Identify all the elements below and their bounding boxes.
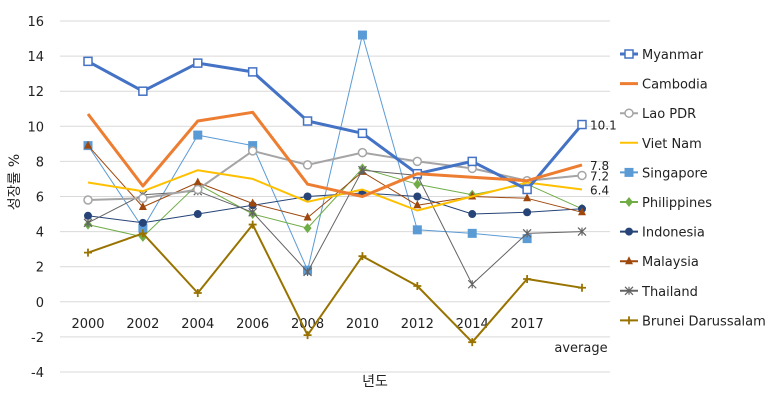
data-point xyxy=(139,194,147,202)
data-point xyxy=(413,226,421,234)
data-label: 7.2 xyxy=(590,169,609,183)
data-point xyxy=(625,168,633,176)
data-point xyxy=(413,193,421,201)
y-tick-label: 14 xyxy=(27,50,44,65)
data-point xyxy=(84,196,92,204)
data-point xyxy=(358,129,366,137)
data-point xyxy=(578,171,586,179)
data-labels: 10.17.87.26.4 xyxy=(590,119,617,198)
data-point xyxy=(194,131,202,139)
y-tick-label: 8 xyxy=(36,155,44,170)
data-point xyxy=(84,249,92,257)
legend-label: Indonesia xyxy=(642,226,705,241)
series-line xyxy=(88,35,527,270)
series-lines xyxy=(84,31,586,346)
x-tick-label: average xyxy=(554,341,607,356)
series-line xyxy=(88,146,582,218)
data-point xyxy=(249,68,257,76)
series-myanmar xyxy=(84,57,586,193)
data-point xyxy=(625,316,633,324)
data-point xyxy=(84,212,92,220)
data-point xyxy=(625,197,633,207)
y-tick-label: 16 xyxy=(27,15,44,30)
legend-label: Myanmar xyxy=(642,48,704,63)
legend-item: Singapore xyxy=(620,166,708,181)
data-point xyxy=(468,210,476,218)
series-singapore xyxy=(84,31,531,274)
data-point xyxy=(468,157,476,165)
legend: Myanmar Cambodia Lao PDR Viet Nam Singapore P… xyxy=(620,48,766,329)
y-tick-label: -4 xyxy=(31,366,44,381)
data-point xyxy=(413,200,421,208)
y-tick-label: 4 xyxy=(36,226,44,241)
data-point xyxy=(139,87,147,95)
series-line xyxy=(88,225,582,343)
data-point xyxy=(413,157,421,165)
series-philippines xyxy=(84,163,586,241)
data-point xyxy=(625,228,633,236)
legend-label: Brunei Darussalam xyxy=(642,314,766,329)
data-point xyxy=(468,280,476,288)
data-point xyxy=(194,59,202,67)
y-tick-label: 12 xyxy=(27,85,44,100)
x-tick-label: 2010 xyxy=(346,317,379,332)
legend-label: Thailand xyxy=(641,285,698,300)
x-tick-label: 2006 xyxy=(236,317,269,332)
data-point xyxy=(468,229,476,237)
legend-item: Myanmar xyxy=(620,48,704,63)
legend-item: Brunei Darussalam xyxy=(620,314,766,329)
data-point xyxy=(523,185,531,193)
data-point xyxy=(139,219,147,227)
data-point xyxy=(523,193,531,201)
legend-item: Indonesia xyxy=(620,226,705,241)
y-tick-label: 0 xyxy=(36,296,44,311)
legend-label: Viet Nam xyxy=(642,137,702,152)
legend-label: Lao PDR xyxy=(642,107,696,122)
y-tick-label: 6 xyxy=(36,191,44,206)
y-axis-title: 성장률 % xyxy=(7,154,23,210)
legend-label: Cambodia xyxy=(642,78,708,93)
x-tick-label: 2002 xyxy=(126,317,159,332)
data-label: 10.1 xyxy=(590,119,617,133)
data-point xyxy=(304,193,312,201)
data-point xyxy=(194,185,202,193)
series-line xyxy=(88,61,582,189)
legend-label: Philippines xyxy=(642,196,712,211)
x-axis-title: 년도 xyxy=(362,374,388,390)
legend-item: Malaysia xyxy=(620,255,699,270)
legend-label: Malaysia xyxy=(642,255,699,270)
data-point xyxy=(249,147,257,155)
legend-item: Viet Nam xyxy=(620,137,702,152)
data-point xyxy=(625,50,633,58)
legend-item: Philippines xyxy=(620,196,712,211)
data-point xyxy=(523,208,531,216)
x-tick-label: 2012 xyxy=(401,317,434,332)
y-tick-label: -2 xyxy=(31,331,44,346)
data-point xyxy=(578,284,586,292)
data-point xyxy=(578,121,586,129)
x-tick-label: 2000 xyxy=(71,317,104,332)
data-point xyxy=(304,117,312,125)
data-point xyxy=(358,149,366,157)
legend-item: Thailand xyxy=(620,285,698,300)
series-line xyxy=(88,151,582,200)
legend-item: Lao PDR xyxy=(620,107,696,122)
data-point xyxy=(194,177,202,185)
data-point xyxy=(194,210,202,218)
y-tick-label: 2 xyxy=(36,261,44,276)
data-point xyxy=(84,57,92,65)
y-axis: -4 -2 0 2 4 6 8 10 12 14 16 xyxy=(27,15,44,381)
legend-item: Cambodia xyxy=(620,78,708,93)
data-point xyxy=(304,161,312,169)
legend-label: Singapore xyxy=(642,166,708,181)
data-point xyxy=(358,31,366,39)
x-tick-label: 2004 xyxy=(181,317,214,332)
data-point xyxy=(84,219,92,227)
x-tick-label: 2017 xyxy=(511,317,544,332)
data-point xyxy=(625,109,633,117)
data-label: 6.4 xyxy=(590,183,609,197)
y-tick-label: 10 xyxy=(27,120,44,135)
